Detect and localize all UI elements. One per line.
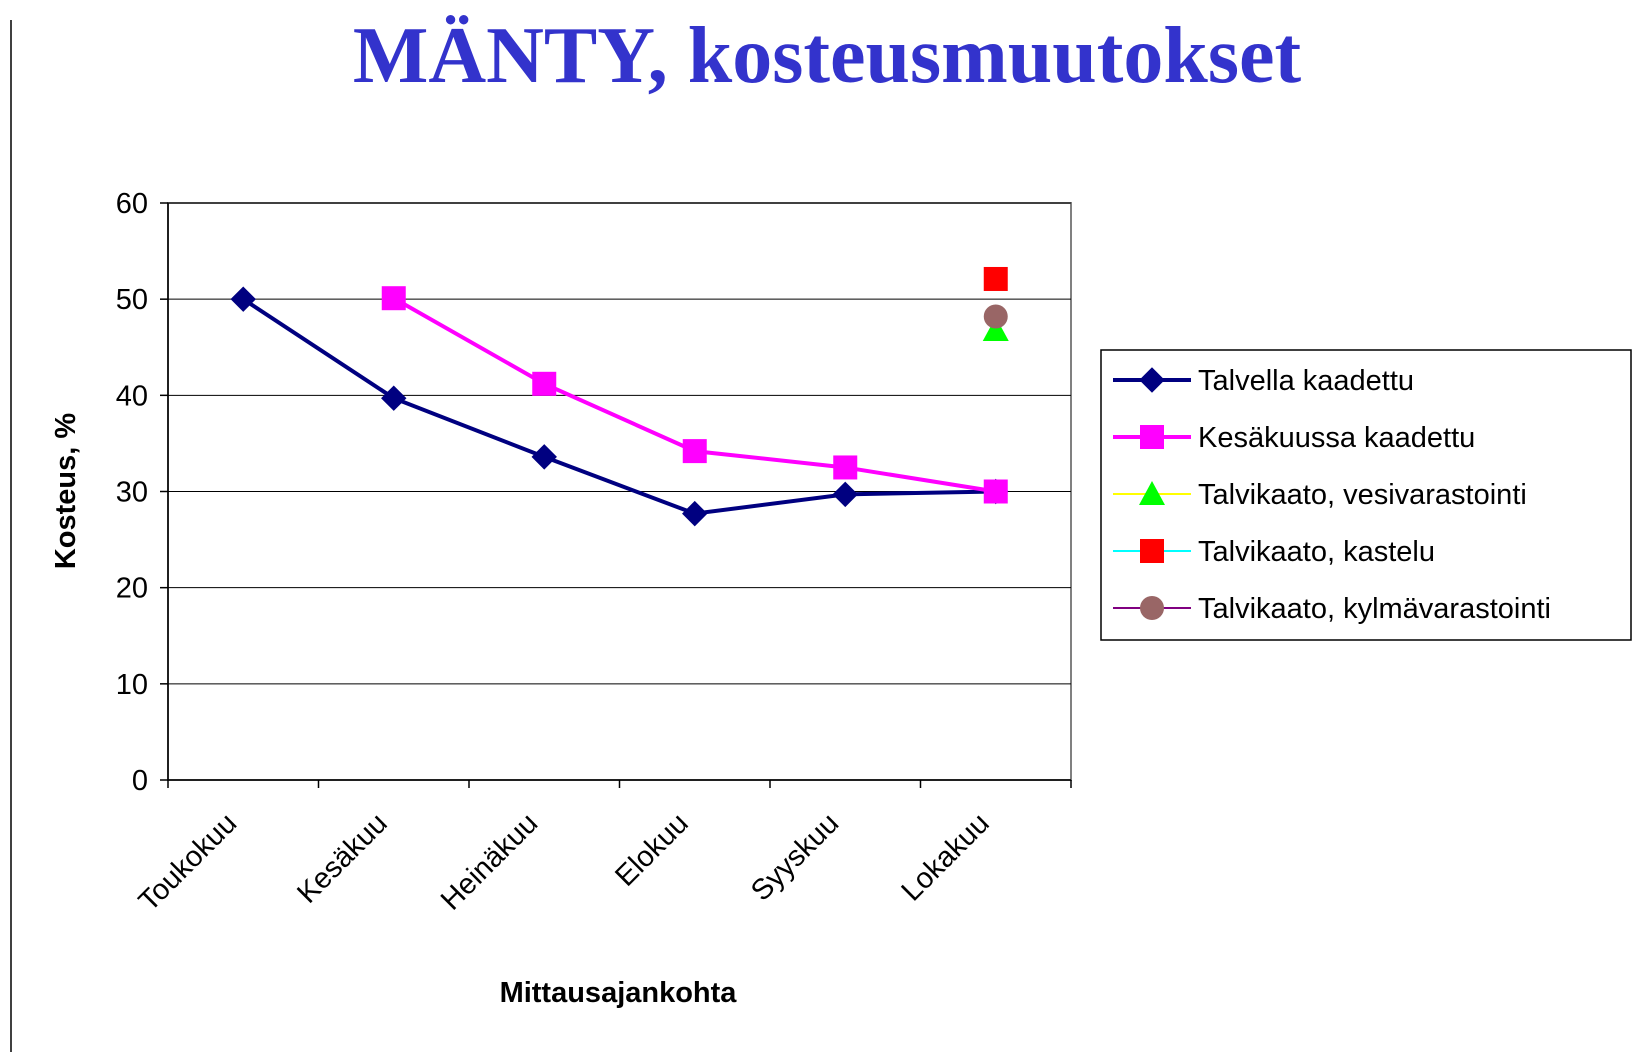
y-tick-label: 10 <box>116 669 148 701</box>
marker <box>833 455 858 480</box>
marker <box>983 479 1008 504</box>
x-tick-label: Kesäkuu <box>291 807 393 909</box>
legend-label: Talvikaato, kylmävarastointi <box>1198 593 1551 625</box>
x-tick-label: Toukokuu <box>133 807 243 917</box>
x-tick-label: Heinäkuu <box>435 807 544 916</box>
marker <box>1140 539 1164 563</box>
y-axis-label: Kosteus, % <box>50 413 82 570</box>
marker <box>531 444 557 470</box>
y-tick-label: 40 <box>116 380 148 412</box>
marker <box>1140 425 1164 449</box>
x-tick-label: Syyskuu <box>745 807 845 907</box>
series-line <box>242 297 996 516</box>
y-tick-label: 50 <box>116 284 148 316</box>
marker <box>982 316 1009 341</box>
y-tick-label: 60 <box>116 188 148 220</box>
y-tick-label: 20 <box>116 573 148 605</box>
chart-title: MÄNTY, kosteusmuutokset <box>353 12 1302 100</box>
marker <box>983 304 1008 329</box>
marker <box>1140 596 1164 620</box>
marker <box>1139 367 1165 393</box>
x-axis-label: Mittausajankohta <box>500 977 738 1009</box>
legend-label: Talvikaato, vesivarastointi <box>1198 479 1527 511</box>
marker <box>832 481 858 508</box>
y-tick-label: 0 <box>132 765 148 797</box>
legend-label: Kesäkuussa kaadettu <box>1198 422 1475 454</box>
marker <box>1139 481 1165 505</box>
marker <box>381 385 407 411</box>
marker <box>532 371 557 396</box>
marker <box>682 439 707 464</box>
marker <box>682 500 708 527</box>
x-tick-label: Lokakuu <box>896 807 996 907</box>
y-tick-label: 30 <box>116 477 148 509</box>
legend-label: Talvella kaadettu <box>1198 365 1414 397</box>
legend-label: Talvikaato, kastelu <box>1198 536 1435 568</box>
marker <box>983 266 1008 291</box>
marker <box>230 286 256 312</box>
x-tick-label: Elokuu <box>609 807 694 892</box>
marker <box>381 286 406 311</box>
